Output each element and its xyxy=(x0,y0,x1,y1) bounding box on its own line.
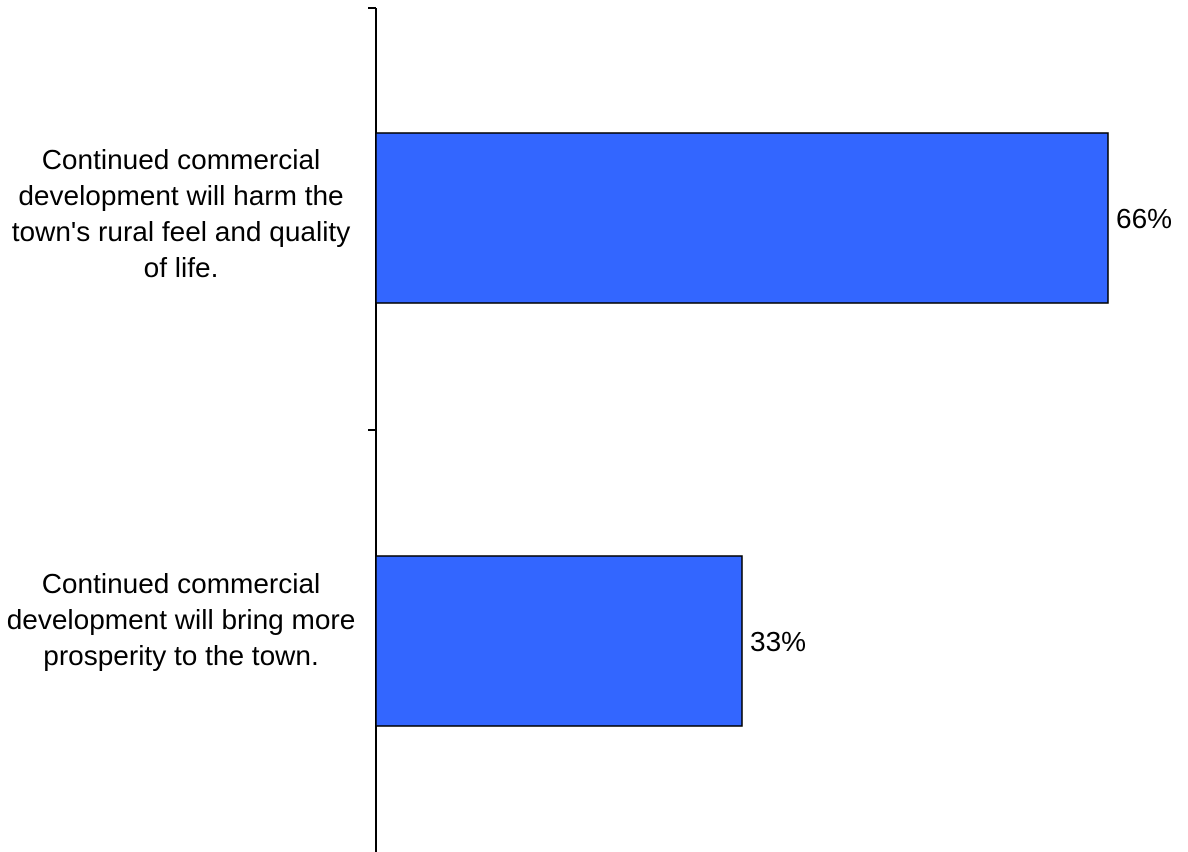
category-label-prosperity: Continued commercial development will br… xyxy=(6,568,356,671)
data-label-1: 66% xyxy=(1116,203,1172,234)
bar-1 xyxy=(375,132,1109,304)
category-label-harm: Continued commercial development will ha… xyxy=(11,144,351,283)
data-label-2: 33% xyxy=(750,626,806,657)
plot-area: 66% 33% xyxy=(368,7,1172,852)
bar-2 xyxy=(375,555,743,727)
